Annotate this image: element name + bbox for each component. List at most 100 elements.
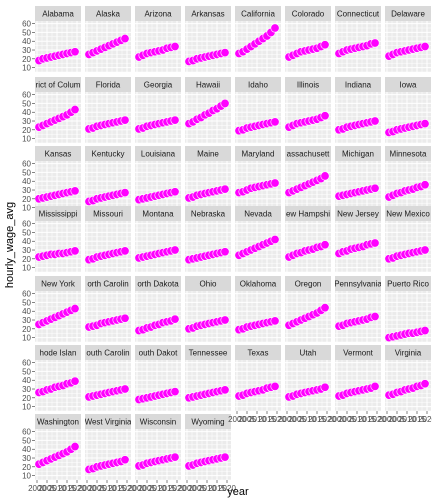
- facet-strip: [35, 276, 81, 291]
- facet-panel: New Jersey: [334, 206, 381, 273]
- x-tick-label: 2000: [78, 484, 96, 493]
- facet-strip-label: Michigan: [342, 150, 374, 159]
- facet-strip: [135, 345, 181, 360]
- facet-strip: [35, 146, 81, 161]
- y-tick-label: 60: [22, 220, 31, 229]
- facet-panel: Texas: [234, 345, 281, 412]
- y-tick-label: 30: [22, 385, 31, 394]
- x-tick-label: 2005: [88, 484, 106, 493]
- facet-strip: [185, 206, 231, 221]
- y-tick-label: 50: [22, 99, 31, 108]
- data-point: [420, 326, 430, 336]
- x-tick-label: 2020: [168, 484, 186, 493]
- facet-panel: Minnesota: [384, 146, 431, 213]
- facet-panel: Arizona: [134, 6, 181, 73]
- facet-panel: Florida: [84, 77, 131, 144]
- y-tick-label: 50: [22, 436, 31, 445]
- x-tick-label: 2010: [148, 484, 166, 493]
- facet-strip-label: Arizona: [144, 10, 172, 19]
- facet-panel: Oklahoma: [234, 276, 281, 343]
- data-point: [320, 171, 330, 181]
- y-tick-label: 60: [22, 428, 31, 437]
- facet-plot-area: [85, 221, 131, 272]
- x-tick-label: 2015: [358, 415, 376, 424]
- y-tick-label: 10: [22, 403, 31, 412]
- facet-strip: [135, 414, 181, 429]
- facet-panel: assachusett: [284, 146, 331, 213]
- data-point: [70, 186, 80, 196]
- data-point: [170, 387, 180, 397]
- facet-strip: [335, 206, 381, 221]
- data-point: [120, 384, 130, 394]
- data-point: [70, 376, 80, 386]
- facet-panel: Puerto Rico: [384, 276, 431, 343]
- x-tick-label: 2000: [328, 415, 346, 424]
- x-tick-label: 2000: [28, 484, 46, 493]
- facet-strip: [285, 77, 331, 92]
- facet-strip-label: Ohio: [200, 280, 217, 289]
- y-tick-label: 10: [22, 472, 31, 481]
- x-tick-label: 2005: [188, 484, 206, 493]
- facet-strip-label: assachusett: [287, 150, 330, 159]
- data-point: [320, 240, 330, 250]
- facet-panel: Montana: [134, 206, 181, 273]
- x-tick-label: 2005: [388, 415, 406, 424]
- data-point: [70, 304, 80, 314]
- x-tick-label: 2010: [298, 415, 316, 424]
- x-tick-label: 2005: [338, 415, 356, 424]
- facet-strip-label: Oregon: [295, 280, 322, 289]
- data-point: [320, 40, 330, 50]
- facet-strip-label: Puerto Rico: [387, 280, 429, 289]
- y-tick-label: 10: [22, 135, 31, 144]
- x-tick-label: 2010: [248, 415, 266, 424]
- x-tick-label: 2010: [348, 415, 366, 424]
- facet-panel: Tennessee: [184, 345, 231, 412]
- x-axis-title: year: [227, 486, 249, 498]
- facet-strip-label: Alaska: [96, 10, 121, 19]
- y-tick-label: 20: [22, 463, 31, 472]
- facet-strip: [335, 276, 381, 291]
- facet-strip-label: Pennsylvania: [334, 280, 382, 289]
- x-tick-label: 2010: [48, 484, 66, 493]
- data-point: [370, 311, 380, 321]
- y-tick-label: 30: [22, 186, 31, 195]
- x-tick-label: 2015: [308, 415, 326, 424]
- data-point: [220, 385, 230, 395]
- facet-strip-label: Mississippi: [39, 210, 78, 219]
- facet-panel: Oregon: [284, 276, 331, 343]
- x-tick-label: 2015: [158, 484, 176, 493]
- data-point: [370, 116, 380, 126]
- y-tick-label: 50: [22, 298, 31, 307]
- facet-strip-label: hode Islan: [40, 349, 77, 358]
- facet-strip-label: Oklahoma: [240, 280, 277, 289]
- facet-panel: New Mexico: [384, 206, 431, 273]
- data-point: [370, 238, 380, 248]
- data-point: [270, 23, 280, 33]
- y-tick-label: 50: [22, 28, 31, 37]
- facet-strip-label: Kansas: [45, 150, 72, 159]
- panels-layer: Alabama Alaska Arizona Arkansas California Co…: [34, 6, 431, 481]
- facet-panel: Washington: [34, 414, 81, 481]
- x-tick-label: 2020: [118, 484, 136, 493]
- facet-strip-label: orth Carolin: [87, 280, 128, 289]
- data-point: [320, 303, 330, 313]
- x-tick-label: 2005: [138, 484, 156, 493]
- facet-panel: Louisiana: [134, 146, 181, 213]
- facet-strip-label: Minnesota: [390, 150, 427, 159]
- facet-strip-label: Nevada: [244, 210, 272, 219]
- facet-strip: [285, 146, 331, 161]
- facet-plot-area: [235, 291, 281, 342]
- y-tick-label: 60: [22, 359, 31, 368]
- facet-panel: Wisconsin: [134, 414, 181, 481]
- facet-panel: Georgia: [134, 77, 181, 144]
- y-tick-label: 30: [22, 46, 31, 55]
- facet-panel: orth Dakota: [134, 276, 181, 343]
- facet-strip-label: Iowa: [400, 81, 417, 90]
- facet-strip-label: Maine: [197, 150, 219, 159]
- y-tick-label: 50: [22, 168, 31, 177]
- facet-strip-label: Arkansas: [191, 10, 224, 19]
- facet-plot-area: [135, 161, 181, 212]
- data-point: [220, 98, 230, 108]
- data-point: [170, 452, 180, 462]
